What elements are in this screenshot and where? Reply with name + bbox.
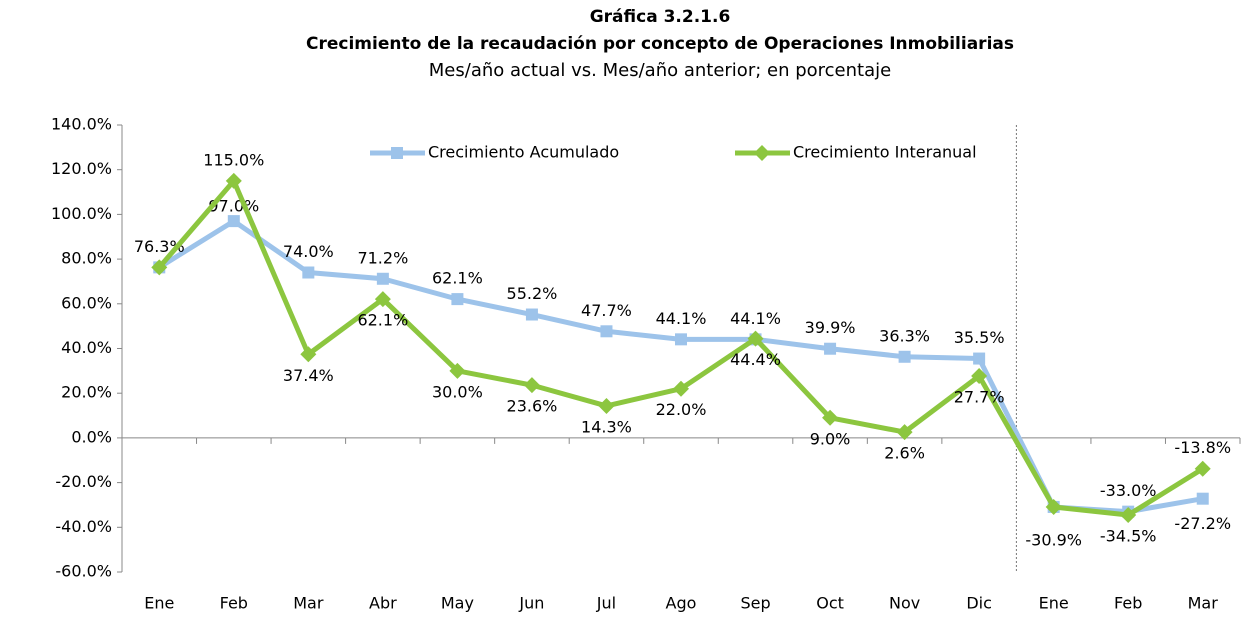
x-tick-label: Feb <box>220 594 248 613</box>
data-label: 62.1% <box>357 311 408 330</box>
data-label: 36.3% <box>879 326 930 345</box>
data-label: 23.6% <box>507 397 558 416</box>
marker <box>673 380 689 397</box>
data-label: 2.6% <box>884 444 925 463</box>
marker <box>1120 507 1137 524</box>
marker <box>225 172 242 189</box>
x-tick-label: Jul <box>596 594 616 613</box>
marker <box>1194 460 1211 477</box>
data-label: 44.1% <box>730 309 781 328</box>
x-tick-label: Nov <box>889 594 920 613</box>
data-label: 14.3% <box>581 417 632 436</box>
marker <box>1045 498 1062 515</box>
y-tick-label: 140.0% <box>51 115 112 134</box>
marker <box>151 259 168 276</box>
marker <box>302 266 315 279</box>
data-label: 115.0% <box>203 150 264 169</box>
data-label: 55.2% <box>507 284 558 303</box>
marker <box>1196 492 1209 505</box>
marker <box>300 346 317 363</box>
marker <box>391 147 403 159</box>
data-label: 37.4% <box>283 366 334 385</box>
x-tick-label: Sep <box>740 594 770 613</box>
data-label: 39.9% <box>805 318 856 337</box>
y-tick-label: 60.0% <box>61 293 112 312</box>
y-tick-label: -40.0% <box>55 517 112 536</box>
marker <box>747 330 764 347</box>
x-tick-label: Mar <box>293 594 324 613</box>
marker <box>376 272 389 285</box>
y-tick-label: 20.0% <box>61 383 112 402</box>
x-tick-label: Ene <box>144 594 174 613</box>
marker <box>896 424 913 441</box>
marker <box>449 362 466 379</box>
x-tick-label: Jun <box>518 594 544 613</box>
chart-subtitle: Mes/año actual vs. Mes/año anterior; en … <box>429 60 891 81</box>
x-tick-label: Feb <box>1114 594 1142 613</box>
data-label: 27.7% <box>954 387 1005 406</box>
y-tick-label: -20.0% <box>55 472 112 491</box>
legend-label: Crecimiento Acumulado <box>428 143 619 162</box>
x-tick-label: Ago <box>666 594 697 613</box>
marker <box>227 215 240 228</box>
data-label: -27.2% <box>1174 514 1231 533</box>
y-tick-label: 120.0% <box>51 159 112 178</box>
data-label: 62.1% <box>432 269 483 288</box>
marker <box>971 367 988 384</box>
x-tick-label: Oct <box>816 594 844 613</box>
data-label: 71.2% <box>357 248 408 267</box>
data-label: 44.1% <box>656 309 707 328</box>
x-tick-label: May <box>441 594 474 613</box>
series-line <box>157 178 1205 518</box>
x-tick-label: Ene <box>1039 594 1069 613</box>
data-label: 9.0% <box>810 429 851 448</box>
marker <box>675 333 687 346</box>
data-label: 74.0% <box>283 242 334 261</box>
data-label: 47.7% <box>581 301 632 320</box>
data-label: 22.0% <box>656 400 707 419</box>
marker <box>525 308 538 321</box>
marker <box>598 397 615 414</box>
x-tick-label: Dic <box>966 594 992 613</box>
x-tick-label: Abr <box>369 594 397 613</box>
y-tick-label: 40.0% <box>61 338 112 357</box>
marker <box>600 325 613 338</box>
y-tick-label: 100.0% <box>51 204 112 223</box>
marker <box>824 342 837 355</box>
data-label: -34.5% <box>1100 527 1157 546</box>
marker <box>973 352 986 365</box>
data-label: 30.0% <box>432 382 483 401</box>
chart-title: Gráfica 3.2.1.6 <box>590 7 731 27</box>
legend-label: Crecimiento Interanual <box>793 143 977 162</box>
marker <box>374 291 391 308</box>
data-label: 35.5% <box>954 328 1005 347</box>
data-label: -13.8% <box>1174 438 1231 457</box>
marker <box>898 350 911 363</box>
marker <box>523 377 540 394</box>
data-label: -30.9% <box>1025 530 1082 549</box>
y-tick-label: -60.0% <box>55 562 112 581</box>
x-tick-label: Mar <box>1188 594 1219 613</box>
y-tick-label: 0.0% <box>71 427 112 446</box>
data-label: 44.4% <box>730 350 781 369</box>
marker <box>822 409 839 426</box>
chart-subtitle: Crecimiento de la recaudación por concep… <box>306 34 1014 54</box>
data-label: -33.0% <box>1100 481 1157 500</box>
y-tick-label: 80.0% <box>61 249 112 268</box>
marker <box>754 145 770 161</box>
marker <box>451 293 464 306</box>
